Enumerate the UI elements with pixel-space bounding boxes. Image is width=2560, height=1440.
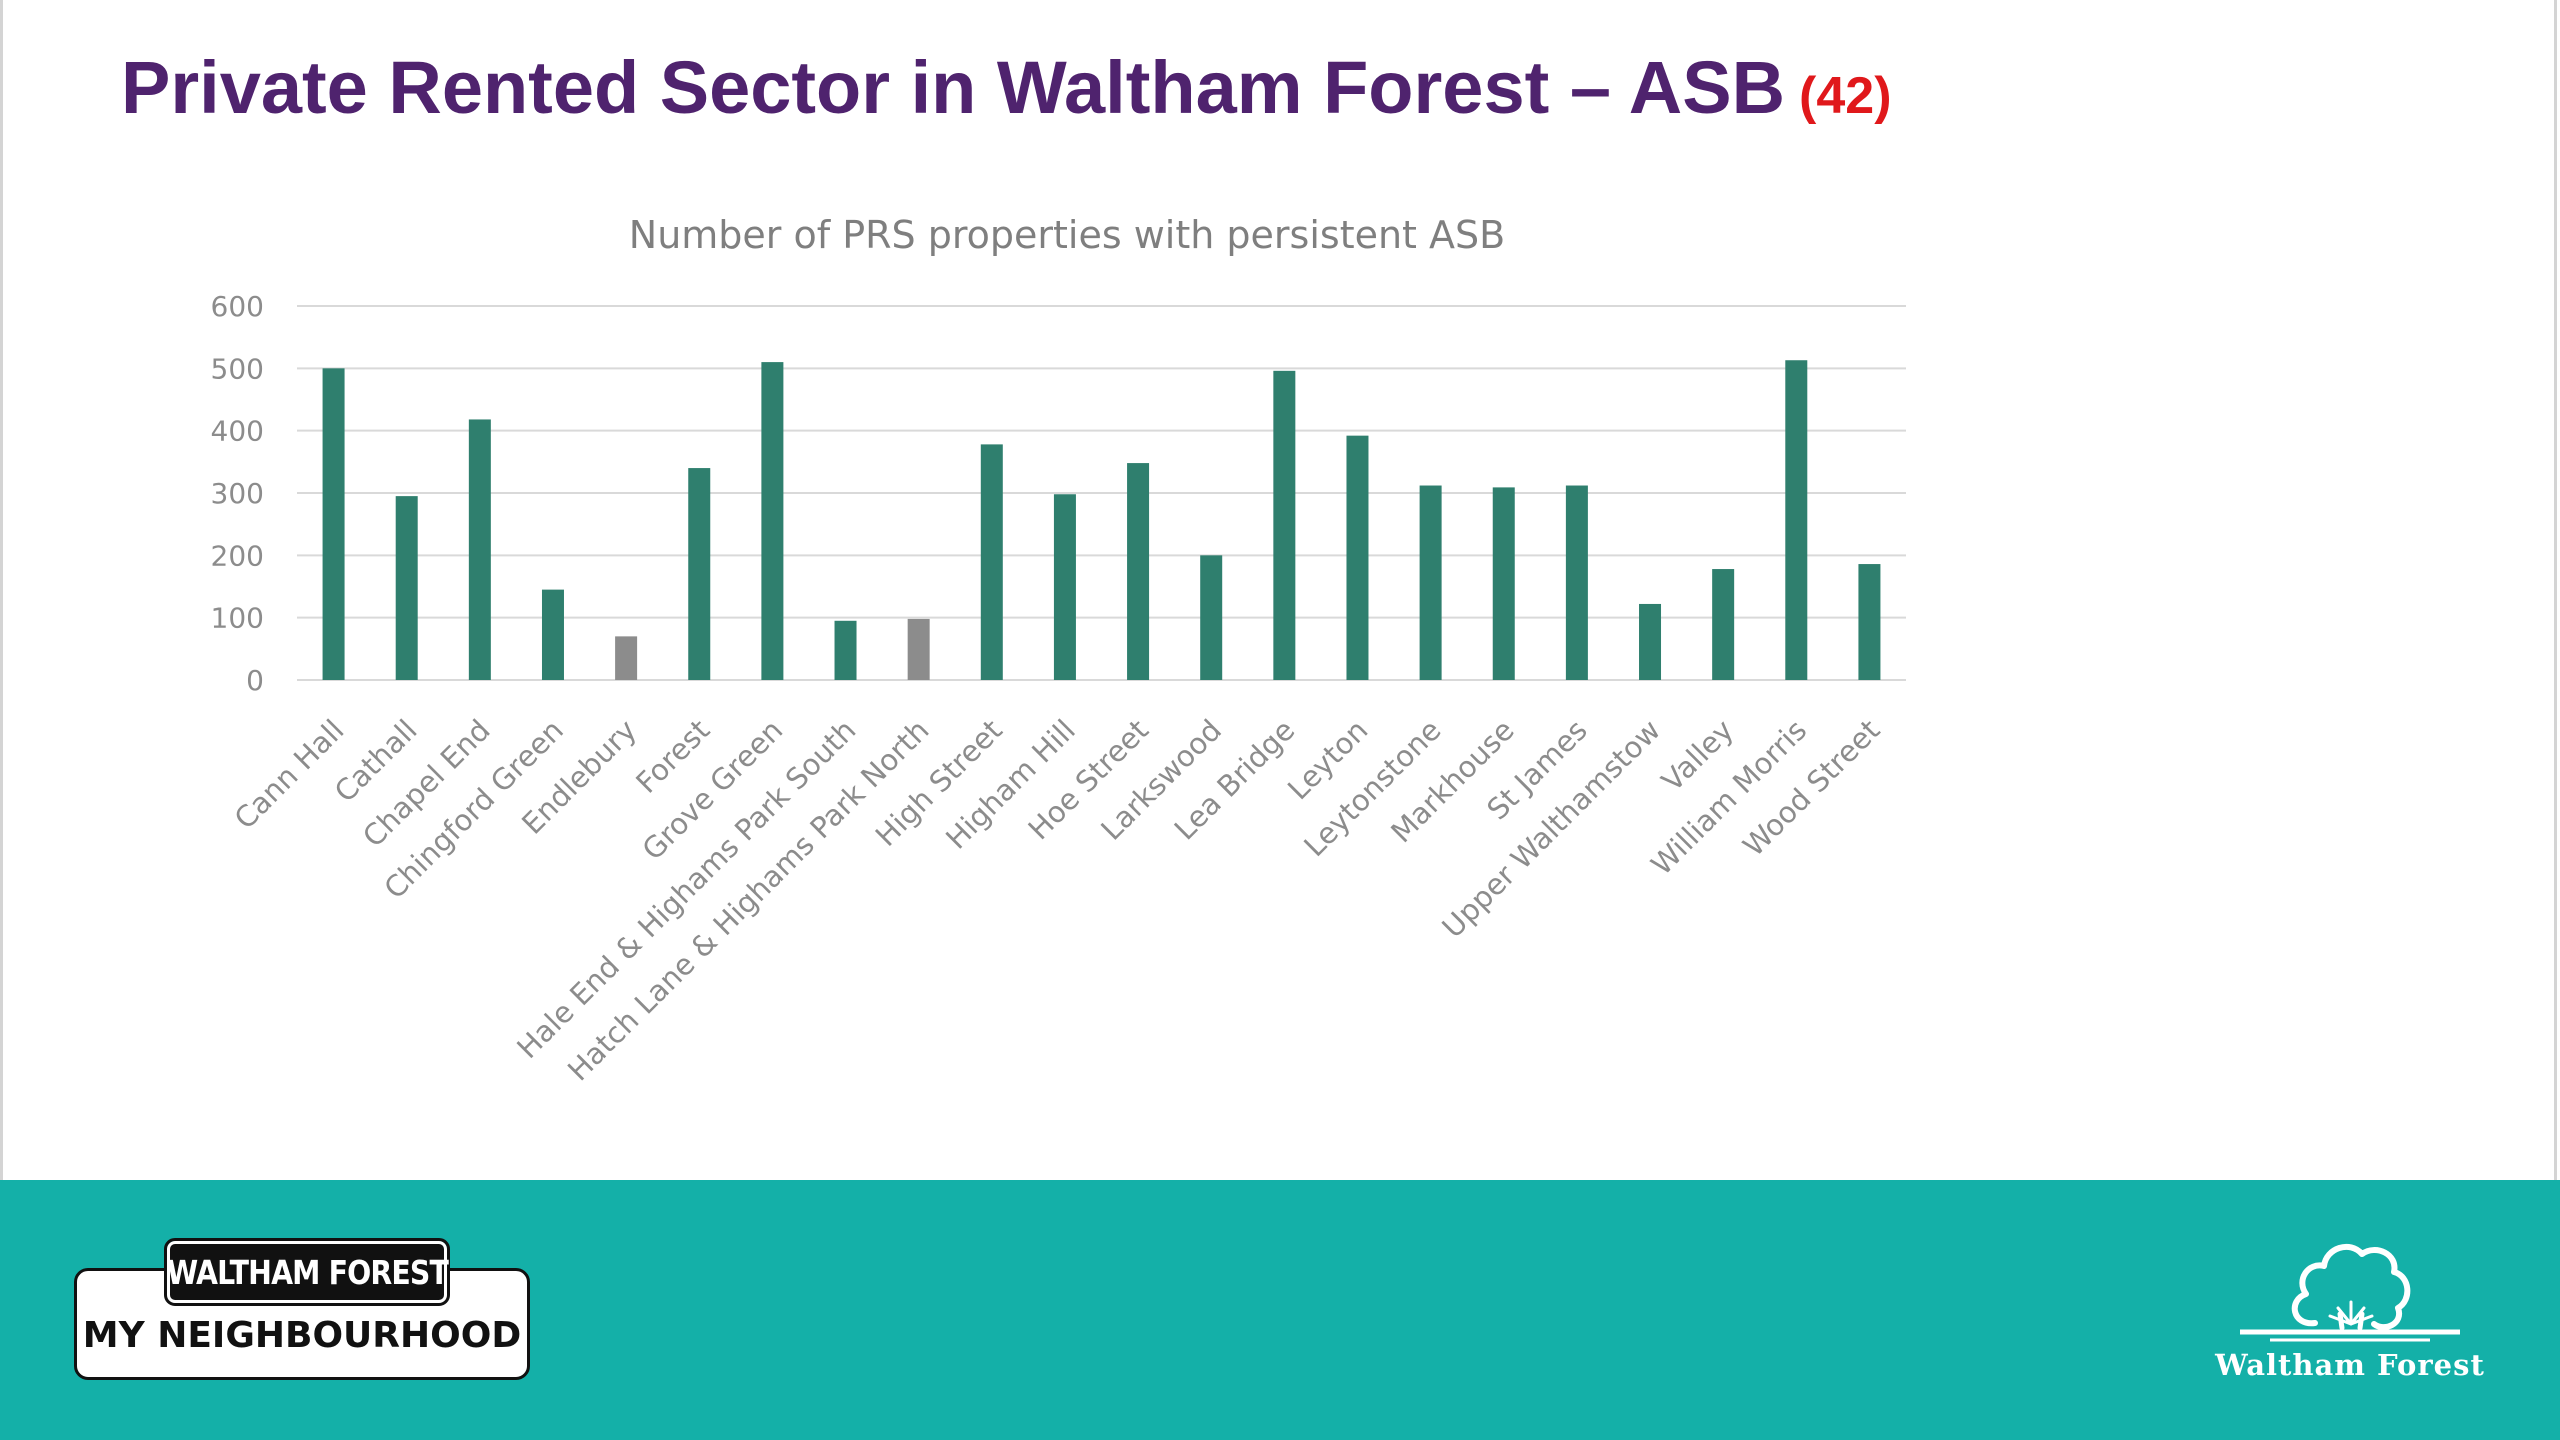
- my-neighbourhood-logo: WALTHAM FOREST MY NEIGHBOURHOOD: [74, 1238, 530, 1380]
- bar: [907, 618, 930, 680]
- bar: [1273, 370, 1296, 680]
- bar: [761, 362, 784, 680]
- my-neighbourhood-logo-top-text: WALTHAM FOREST: [166, 1252, 448, 1292]
- bar: [1419, 485, 1442, 680]
- y-tick-label: 300: [211, 477, 264, 510]
- y-tick-label: 500: [211, 352, 264, 385]
- bar: [1492, 487, 1515, 680]
- bar: [395, 496, 418, 680]
- y-tick-label: 0: [246, 664, 264, 697]
- bar: [688, 468, 711, 680]
- bar: [468, 419, 491, 680]
- y-tick-label: 100: [211, 602, 264, 635]
- slide-title-text: Private Rented Sector in Waltham Forest …: [121, 46, 1786, 129]
- waltham-forest-logo-text: Waltham Forest: [2215, 1348, 2485, 1382]
- y-tick-label: 400: [211, 415, 264, 448]
- my-neighbourhood-logo-bottom-text: MY NEIGHBOURHOOD: [82, 1315, 522, 1356]
- bar: [322, 368, 345, 680]
- chart-title: Number of PRS properties with persistent…: [629, 213, 1505, 257]
- bar: [1858, 564, 1881, 680]
- y-tick-label: 200: [211, 539, 264, 572]
- bar: [1785, 360, 1808, 680]
- waltham-forest-logo: Waltham Forest: [2210, 1228, 2490, 1388]
- slide-frame: [0, 0, 2557, 1180]
- bar: [1639, 603, 1662, 680]
- bar: [1127, 463, 1150, 680]
- bar: [980, 444, 1003, 680]
- bar: [541, 589, 564, 680]
- slide-title: Private Rented Sector in Waltham Forest …: [121, 44, 1892, 133]
- slide-number: (42): [1799, 67, 1892, 125]
- bar: [834, 620, 857, 680]
- bar: [1053, 494, 1076, 680]
- bar: [1200, 555, 1223, 680]
- x-tick-label: Cann Hall: [228, 713, 351, 836]
- my-neighbourhood-logo-tab: WALTHAM FOREST: [164, 1238, 450, 1306]
- tree-icon: [2240, 1243, 2460, 1342]
- bar: [615, 636, 638, 680]
- bar: [1346, 435, 1369, 680]
- bar: [1565, 485, 1588, 680]
- bar: [1712, 569, 1735, 680]
- y-tick-label: 600: [211, 290, 264, 323]
- bar-chart: Number of PRS properties with persistent…: [211, 213, 1906, 1087]
